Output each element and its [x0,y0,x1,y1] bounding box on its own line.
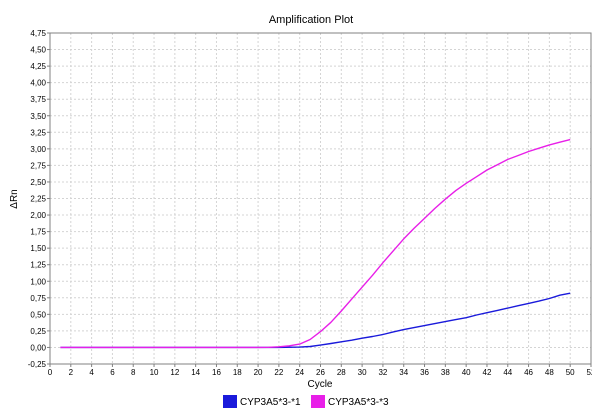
x-tick-label: 34 [399,368,408,377]
y-tick-label: 0,75 [30,294,46,303]
y-tick-label: 2,25 [30,195,46,204]
y-tick-label: 1,25 [30,261,46,270]
x-tick-label: 32 [378,368,387,377]
y-axis-title: ΔRn [9,189,20,208]
y-tick-label: 3,75 [30,95,46,104]
x-tick-label: 42 [483,368,492,377]
y-tick-label: 4,00 [30,79,46,88]
y-tick-label: 2,00 [30,211,46,220]
y-tick-label: 1,50 [30,244,46,253]
x-tick-label: 4 [89,368,94,377]
y-tick-label: 4,75 [30,29,46,38]
legend-label: CYP3A5*3-*3 [328,397,389,408]
x-tick-label: 36 [420,368,429,377]
x-tick-label: 50 [566,368,575,377]
x-axis-title: Cycle [307,379,332,390]
y-tick-label: 2,75 [30,161,46,170]
x-tick-label: 8 [131,368,136,377]
x-tick-label: 26 [316,368,325,377]
x-tick-label: 10 [150,368,159,377]
x-tick-label: 2 [69,368,74,377]
y-tick-label: 0,50 [30,310,46,319]
x-tick-label: 16 [212,368,221,377]
legend-swatch [311,395,325,408]
legend: CYP3A5*3-*1 CYP3A5*3-*3 [223,395,389,408]
y-tick-label: 4,25 [30,62,46,71]
y-tick-label: 1,00 [30,277,46,286]
x-tick-label: 48 [545,368,554,377]
y-tick-label: 1,75 [30,228,46,237]
y-axis: -0,25 0,00 0,25 0,50 0,75 1,00 1,25 1,50 1,75 2,0… [28,29,50,369]
x-tick-label: 28 [337,368,346,377]
y-tick-label: -0,25 [28,360,47,369]
x-tick-label: 38 [441,368,450,377]
legend-label: CYP3A5*3-*1 [240,397,301,408]
series-line-1 [60,292,571,349]
x-tick-label: 22 [274,368,283,377]
x-tick-label: 46 [524,368,533,377]
y-tick-label: 3,00 [30,145,46,154]
series-layer [60,138,571,349]
legend-swatch [223,395,237,408]
y-tick-label: 0,25 [30,327,46,336]
x-tick-label: 18 [233,368,242,377]
y-tick-label: 3,50 [30,112,46,121]
x-tick-label: 14 [191,368,200,377]
y-tick-label: 2,50 [30,178,46,187]
x-tick-label: 0 [48,368,53,377]
x-axis: 0 2 4 6 8 10 12 14 16 18 20 22 24 26 28 30 32 34 36 38 40 42 4… [48,364,592,377]
y-tick-label: 4,50 [30,46,46,55]
series-line-2 [60,138,571,349]
x-tick-label: 44 [503,368,512,377]
y-tick-label: 0,00 [30,343,46,352]
y-tick-label: 3,25 [30,128,46,137]
grid-layer [49,32,592,365]
x-tick-label: 24 [295,368,304,377]
chart-title: Amplification Plot [269,14,353,26]
x-tick-label: 40 [462,368,471,377]
x-tick-label: 6 [110,368,115,377]
x-tick-label: 12 [170,368,179,377]
x-tick-label: 20 [254,368,263,377]
x-tick-label: 52 [587,368,592,377]
x-tick-label: 30 [358,368,367,377]
